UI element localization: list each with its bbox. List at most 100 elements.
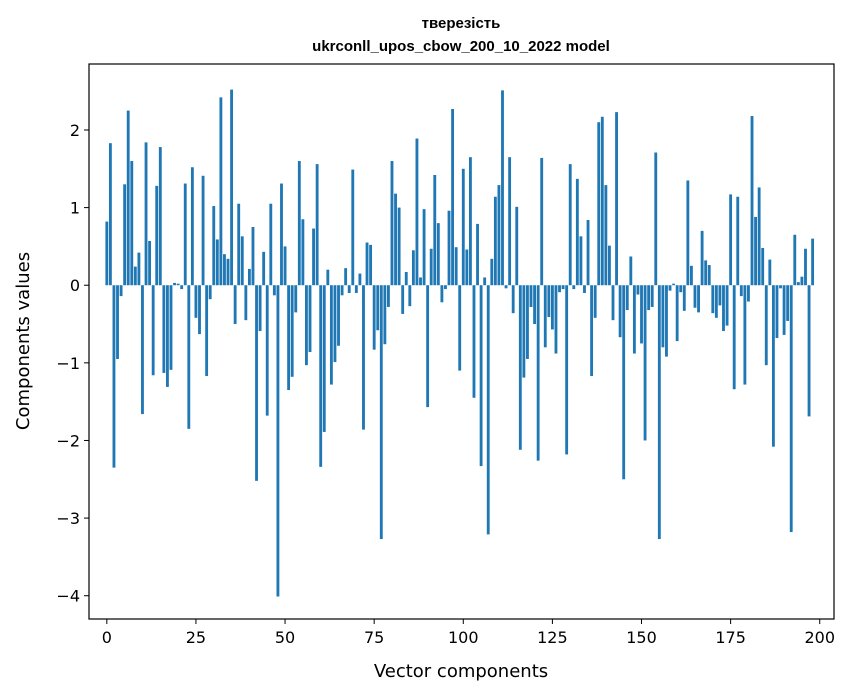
bar-1: [108, 143, 112, 286]
bar-125: [550, 285, 554, 330]
bar-70: [354, 285, 358, 293]
bar-44: [262, 251, 266, 286]
bar-165: [693, 285, 697, 308]
bar-52: [290, 285, 294, 377]
bar-189: [779, 285, 782, 289]
chart-subtitle: ukrconll_upos_cbow_200_10_2022 model: [312, 38, 610, 55]
bar-45: [265, 285, 269, 416]
bar-78: [383, 285, 387, 345]
bar-115: [515, 206, 519, 286]
y-tick-label: −3: [56, 509, 80, 528]
bar-95: [444, 285, 447, 290]
bar-64: [333, 285, 337, 363]
x-tick-label: 125: [537, 628, 568, 647]
bar-19: [173, 282, 176, 286]
bar-36: [233, 285, 237, 325]
bar-113: [508, 157, 512, 286]
x-axis-ticks: 0 25 50 75 100 125 150 175 200: [102, 619, 835, 647]
bar-129: [565, 285, 569, 455]
bar-118: [526, 285, 529, 359]
bar-174: [725, 285, 729, 326]
bar-198: [811, 238, 815, 286]
bar-155: [657, 285, 661, 540]
y-tick-label: 1: [70, 199, 80, 218]
bar-26: [198, 285, 201, 335]
bar-48: [276, 285, 280, 597]
bar-142: [611, 285, 615, 321]
bar-3: [116, 285, 119, 359]
bar-59: [315, 164, 319, 286]
x-tick-label: 0: [102, 628, 112, 647]
bar-21: [180, 285, 184, 290]
bar-133: [579, 236, 583, 286]
bar-61: [322, 285, 326, 432]
bar-117: [522, 285, 526, 378]
bar-146: [625, 285, 629, 311]
bar-93: [436, 223, 440, 286]
bar-29: [208, 285, 212, 300]
bar-164: [689, 265, 693, 286]
bar-169: [707, 265, 711, 286]
bar-184: [761, 247, 765, 286]
bar-66: [340, 285, 344, 296]
bar-31: [215, 239, 219, 286]
bar-47: [272, 285, 276, 296]
bar-27: [201, 175, 205, 286]
bar-38: [240, 236, 244, 286]
x-tick-label: 50: [275, 628, 295, 647]
bar-135: [586, 220, 590, 286]
x-tick-label: 75: [364, 628, 384, 647]
bar-101: [465, 249, 469, 286]
bar-104: [476, 223, 479, 286]
bar-8: [133, 266, 137, 286]
bar-112: [504, 285, 508, 289]
x-tick-label: 200: [804, 628, 835, 647]
bar-20: [176, 283, 180, 286]
bar-69: [351, 169, 355, 286]
y-tick-label: 2: [70, 121, 80, 140]
bar-148: [632, 285, 636, 354]
bar-54: [297, 161, 301, 286]
bar-11: [144, 142, 148, 286]
bar-5: [123, 184, 127, 286]
bar-67: [344, 268, 348, 286]
bar-134: [583, 285, 586, 293]
bar-122: [540, 157, 544, 286]
bar-139: [600, 116, 604, 286]
bar-126: [554, 285, 558, 354]
bar-60: [319, 285, 323, 467]
bar-105: [479, 285, 483, 467]
bar-90: [426, 285, 430, 408]
bar-28: [205, 285, 209, 377]
bar-171: [714, 285, 718, 318]
bar-124: [547, 285, 551, 318]
bar-179: [743, 285, 747, 385]
bar-116: [518, 285, 522, 450]
bar-73: [365, 242, 369, 286]
bar-30: [212, 206, 216, 286]
bar-18: [169, 285, 173, 370]
bar-10: [141, 285, 144, 415]
bar-23: [187, 285, 191, 429]
bar-32: [219, 97, 223, 286]
bar-136: [590, 285, 594, 377]
bar-84: [404, 272, 408, 286]
bar-15: [158, 147, 162, 286]
bar-86: [411, 250, 415, 286]
bar-183: [757, 187, 761, 286]
x-tick-label: 150: [626, 628, 657, 647]
bar-186: [768, 259, 772, 286]
bar-40: [247, 268, 251, 286]
bar-51: [287, 285, 291, 391]
bar-71: [358, 273, 362, 286]
bar-180: [747, 285, 750, 302]
bar-170: [711, 285, 715, 314]
bar-168: [704, 260, 708, 286]
bar-83: [401, 285, 405, 314]
bar-9: [137, 252, 141, 286]
bar-68: [347, 285, 351, 293]
bar-2: [112, 285, 116, 468]
bar-167: [700, 230, 704, 286]
bar-137: [593, 285, 597, 318]
